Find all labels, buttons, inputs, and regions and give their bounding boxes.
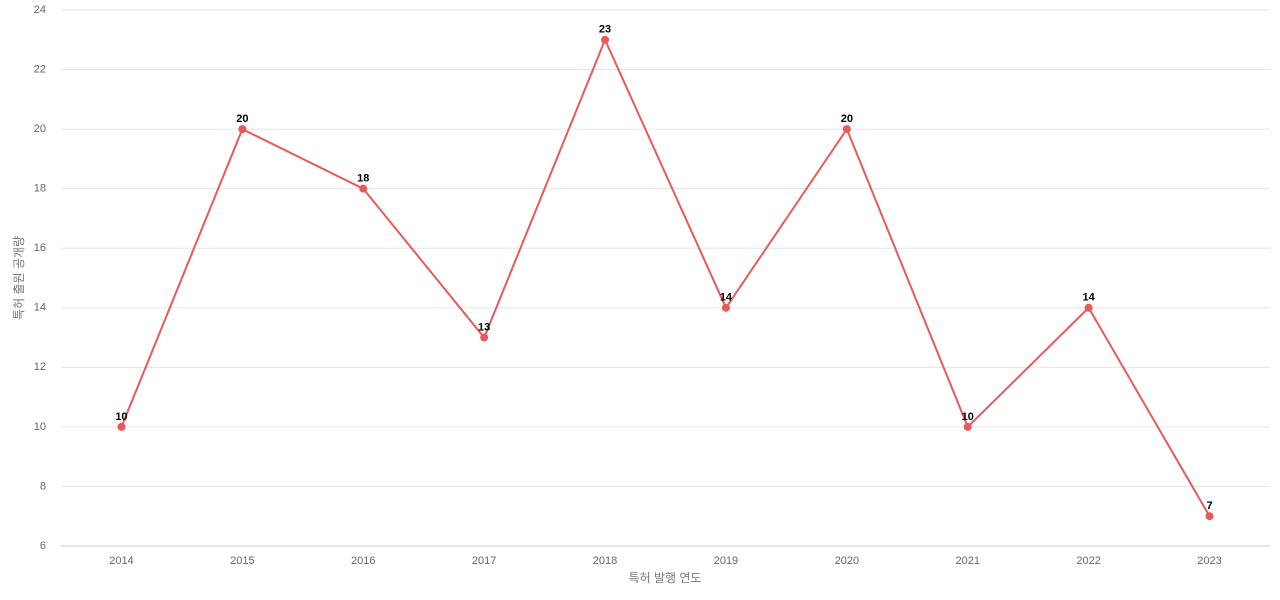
y-tick-label: 12 [34, 361, 46, 373]
y-tick-label: 16 [34, 242, 46, 254]
x-tick-label: 2016 [351, 555, 375, 567]
point [359, 184, 368, 193]
y-tick-label: 8 [40, 480, 46, 492]
point [238, 125, 247, 134]
data-label: 23 [599, 24, 611, 36]
x-tick-label: 2022 [1076, 555, 1100, 567]
x-tick-label: 2019 [714, 555, 738, 567]
y-tick-label: 18 [34, 183, 46, 195]
data-label: 14 [1083, 292, 1096, 304]
data-label: 18 [357, 173, 369, 185]
x-tick-label: 2014 [109, 555, 133, 567]
point [721, 303, 730, 312]
y-tick-label: 20 [34, 123, 46, 135]
x-tick-label: 2021 [956, 555, 980, 567]
point [117, 422, 126, 431]
x-tick-label: 2015 [230, 555, 254, 567]
data-label: 14 [720, 292, 733, 304]
data-label: 10 [115, 411, 127, 423]
x-tick-label: 2018 [593, 555, 617, 567]
x-tick-label: 2017 [472, 555, 496, 567]
data-label: 7 [1206, 500, 1212, 512]
data-label: 20 [236, 113, 248, 125]
x-tick-label: 2023 [1197, 555, 1221, 567]
x-tick-label: 2020 [835, 555, 859, 567]
y-tick-label: 10 [34, 421, 46, 433]
point [1205, 512, 1214, 521]
y-tick-label: 14 [34, 302, 46, 314]
point [963, 422, 972, 431]
point [1084, 303, 1093, 312]
point [480, 333, 489, 342]
point [601, 35, 610, 44]
data-label: 13 [478, 321, 490, 333]
data-label: 10 [962, 411, 974, 423]
data-label: 20 [841, 113, 853, 125]
line [120, 37, 1211, 517]
y-tick-label: 6 [40, 540, 46, 552]
y-tick-label: 24 [34, 4, 46, 16]
y-tick-label: 22 [34, 63, 46, 75]
x-axis-title: 특허 발행 연도 [629, 570, 702, 585]
y-axis-title: 특허 출원 공개량 [12, 236, 26, 320]
point [842, 125, 851, 134]
